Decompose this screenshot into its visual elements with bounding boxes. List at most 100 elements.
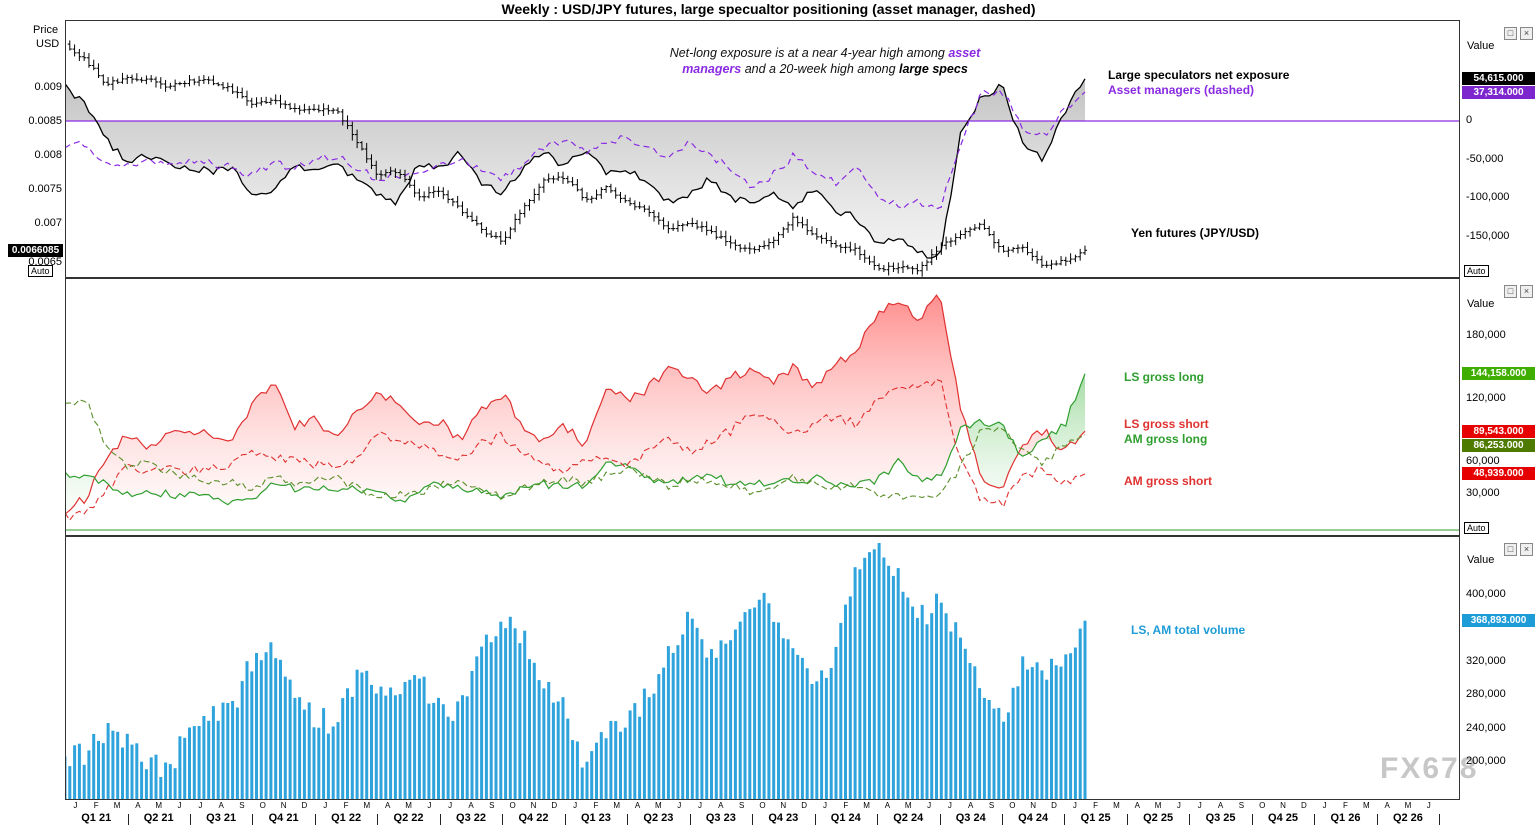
quarter-separator [1251, 814, 1253, 825]
month-tick-label: O [259, 801, 266, 810]
p3-value-tick: 200,000 [1466, 755, 1506, 768]
quarter-label: Q2 22 [393, 812, 424, 824]
month-tick-label: N [280, 801, 287, 810]
p3-value-badge: 368,893.000 [1462, 614, 1535, 628]
month-tick-label: D [1051, 801, 1057, 810]
p2-value-tick: 120,000 [1466, 392, 1506, 405]
quarter-label: Q2 21 [143, 812, 174, 824]
p2-value-badge: 144,158.000 [1462, 367, 1535, 381]
month-tick-label: J [177, 801, 182, 810]
am-net-line [65, 88, 1086, 210]
p2-value-tick: 180,000 [1466, 328, 1506, 341]
quarter-label: Q1 22 [331, 812, 362, 824]
right-axis-title-value-1: Value [1467, 40, 1495, 52]
ls-short-fill [65, 295, 1085, 514]
month-tick-label: M [863, 801, 870, 810]
quarter-separator [127, 814, 129, 825]
volume-panel-canvas[interactable] [65, 536, 1460, 800]
quarter-separator [1064, 814, 1066, 825]
p2-value-badge: 48,939.000 [1462, 467, 1535, 481]
quarter-separator [252, 814, 254, 825]
quarter-separator [189, 814, 191, 825]
month-tick-label: O [1009, 801, 1016, 810]
quarter-label: Q1 23 [580, 812, 611, 824]
left-axis-title-price: Price [33, 24, 59, 36]
month-tick-label: J [822, 801, 827, 810]
quarter-label: Q1 21 [81, 812, 112, 824]
p1-value-tick: -150,000 [1466, 230, 1510, 242]
annotation-text: Net-long exposure is at a near 4-year hi… [645, 45, 1005, 77]
month-tick-label: M [405, 801, 412, 810]
quarter-label: Q3 22 [456, 812, 486, 824]
p3-value-tick: 280,000 [1466, 688, 1506, 701]
p2-value-badge: 86,253.000 [1462, 438, 1535, 452]
quarter-separator [1376, 814, 1378, 825]
left-axis-title-usd: USD [36, 38, 60, 50]
price-axis-tick: 0.007 [34, 216, 62, 229]
quarter-label: Q1 26 [1330, 812, 1361, 824]
month-tick-label: J [947, 801, 952, 810]
panel1-close-icon[interactable]: × [1520, 27, 1533, 40]
month-tick-label: J [1197, 801, 1202, 810]
quarter-label: Q1 25 [1080, 812, 1111, 824]
price-panel-canvas[interactable] [65, 20, 1460, 278]
quarter-separator [1314, 814, 1316, 825]
p2-value-badge: 89,543.000 [1462, 424, 1535, 438]
p1-value-tick: -50,000 [1466, 152, 1504, 165]
panel2-restore-icon[interactable]: □ [1504, 285, 1517, 298]
month-tick-label: J [323, 801, 328, 810]
annotation-accent-large-specs: large specs [899, 62, 968, 76]
quarter-separator [564, 814, 566, 825]
month-tick-label: F [843, 801, 849, 810]
month-tick-label: J [1322, 801, 1327, 810]
auto-scale-button-panel1-right[interactable]: Auto [1464, 265, 1489, 277]
quarter-label: Q3 25 [1205, 812, 1236, 824]
auto-scale-button-price-left[interactable]: Auto [28, 265, 53, 277]
p2-value-tick: 60,000 [1466, 455, 1500, 468]
month-tick-label: F [93, 801, 99, 810]
p1-value-badge: 54,615.000 [1462, 72, 1535, 86]
price-axis-tick: 0.009 [34, 80, 62, 93]
quarter-label: Q3 23 [705, 812, 736, 824]
panel3-close-icon[interactable]: × [1520, 543, 1533, 556]
p2-value-tick: 30,000 [1466, 486, 1500, 499]
right-axis-title-value-3: Value [1467, 554, 1495, 566]
month-tick-label: S [239, 801, 245, 810]
legend-yen-futures: Yen futures (JPY/USD) [1131, 226, 1260, 240]
auto-scale-button-panel2-right[interactable]: Auto [1464, 522, 1489, 534]
annotation-line2-plain: and a 20-week high among [741, 62, 899, 76]
am-short-line [65, 378, 1086, 522]
panel1-restore-icon[interactable]: □ [1504, 27, 1517, 40]
legend-total-volume: LS, AM total volume [1131, 623, 1246, 637]
chart-title: Weekly : USD/JPY futures, large specualt… [501, 1, 1036, 17]
panel2-close-icon[interactable]: × [1520, 285, 1533, 298]
quarter-label: Q1 24 [830, 812, 861, 824]
month-tick-label: A [884, 801, 891, 810]
quarter-label: Q4 22 [518, 812, 549, 824]
quarter-label: Q4 24 [1018, 812, 1049, 824]
month-tick-label: A [1217, 801, 1224, 810]
panel3-restore-icon[interactable]: □ [1504, 543, 1517, 556]
ls-short-line [65, 294, 1086, 515]
panel1-window-controls: □ × [1504, 27, 1533, 40]
quarter-separator [752, 814, 754, 825]
quarter-label: Q4 25 [1268, 812, 1298, 824]
quarter-label: Q4 21 [268, 812, 299, 824]
month-tick-label: D [801, 801, 808, 810]
month-tick-label: M [904, 801, 912, 810]
month-tick-label: J [1072, 801, 1077, 810]
month-tick-label: A [385, 801, 391, 810]
p3-value-tick: 320,000 [1466, 654, 1506, 667]
month-tick-label: A [218, 801, 224, 810]
month-tick-label: N [1030, 801, 1037, 810]
quarter-separator [1001, 814, 1003, 825]
legend-ls-gross-short: LS gross short [1124, 417, 1209, 431]
month-tick-label: A [135, 801, 141, 810]
panel2-border [65, 278, 1460, 536]
positions-panel-canvas[interactable] [65, 278, 1460, 536]
month-tick-label: F [343, 801, 349, 810]
quarter-separator [814, 814, 816, 825]
watermark-fx678: FX678 [1380, 752, 1479, 785]
quarter-label: Q2 24 [893, 812, 924, 824]
